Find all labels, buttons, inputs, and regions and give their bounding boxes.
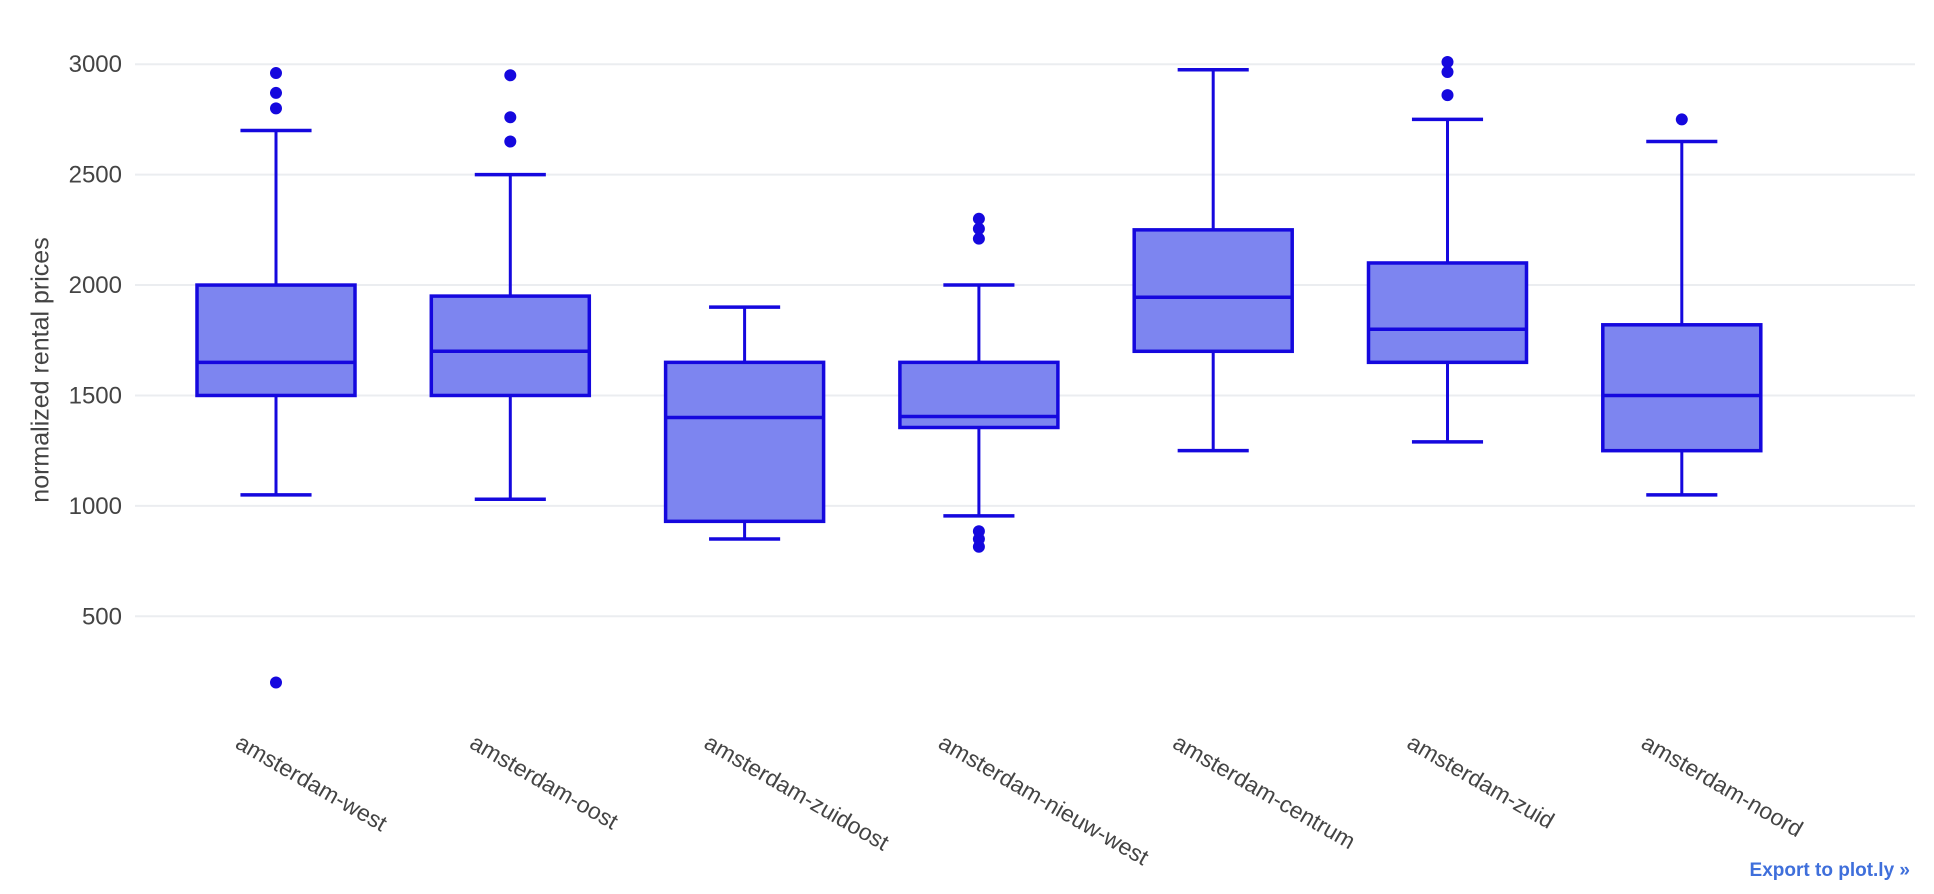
outlier-dot (972, 525, 985, 538)
iqr-box (195, 283, 357, 398)
box-amsterdam-zuid (1366, 56, 1529, 444)
x-tick-label: amsterdam-zuidoost (700, 729, 894, 856)
box-amsterdam-west (195, 67, 357, 689)
box-amsterdam-oost (429, 69, 592, 502)
x-tick-label: amsterdam-centrum (1169, 729, 1360, 854)
box-amsterdam-noord (1601, 113, 1763, 497)
outlier-dot (270, 67, 282, 80)
box-amsterdam-nieuw-west (898, 212, 1060, 553)
y-tick-label: 2500 (69, 162, 122, 189)
outlier-dot (1675, 113, 1688, 126)
y-tick-label: 1500 (69, 382, 122, 409)
outlier-dot (1441, 56, 1454, 69)
x-tick-label: amsterdam-zuid (1403, 729, 1559, 834)
y-tick-label: 3000 (69, 51, 122, 78)
iqr-box (1366, 261, 1529, 365)
export-link[interactable]: Export to plot.ly » (1749, 860, 1910, 881)
outlier-dot (270, 86, 282, 99)
outlier-dot (1441, 89, 1454, 102)
x-tick-label: amsterdam-nieuw-west (934, 729, 1153, 871)
outlier-dot (504, 135, 517, 148)
iqr-box (1601, 323, 1763, 453)
x-tick-label: amsterdam-west (232, 729, 393, 837)
outlier-dot (972, 212, 985, 225)
y-tick-label: 500 (82, 603, 122, 630)
y-tick-label: 2000 (69, 272, 122, 299)
outlier-dot (270, 676, 282, 689)
outlier-dot (504, 69, 517, 82)
y-axis-title: normalized rental prices (26, 237, 55, 503)
y-tick-label: 1000 (69, 493, 122, 520)
outlier-dot (972, 222, 985, 235)
iqr-box (663, 360, 826, 524)
iqr-box (429, 294, 592, 398)
outlier-dot (1441, 65, 1454, 78)
x-tick-label: amsterdam-noord (1637, 729, 1807, 842)
outlier-dot (504, 111, 517, 124)
box-amsterdam-zuidoost (663, 305, 826, 541)
x-tick-label: amsterdam-oost (466, 729, 623, 835)
outlier-dot (270, 102, 282, 115)
iqr-box (1132, 228, 1294, 354)
box-amsterdam-centrum (1132, 67, 1294, 453)
outlier-dot (972, 232, 985, 245)
